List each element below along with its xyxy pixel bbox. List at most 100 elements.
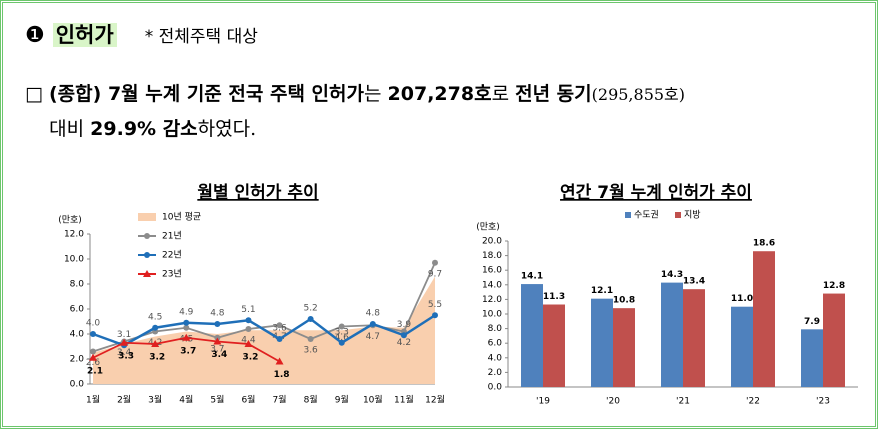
marker	[213, 337, 222, 345]
y-tick-label: 8.0	[488, 324, 503, 334]
x-tick-label: 6월	[241, 394, 255, 406]
marker	[183, 324, 190, 331]
data-label: 3.4	[117, 348, 132, 358]
text: 로	[491, 83, 516, 105]
data-label: 3.4	[211, 350, 227, 360]
data-label: 3.9	[397, 320, 412, 330]
legend-label: 수도권	[634, 209, 659, 221]
data-label: 4.8	[210, 309, 225, 319]
data-label: 4.6	[335, 333, 350, 343]
marker	[120, 338, 129, 346]
data-label: 9.7	[428, 269, 442, 279]
legend-swatch	[675, 212, 681, 218]
y-tick-label: 10.0	[482, 310, 502, 320]
text: 29.9% 감소	[90, 118, 198, 140]
marker	[214, 321, 221, 327]
x-tick-label: 4월	[179, 394, 193, 406]
data-label: 5.5	[428, 300, 442, 310]
text: 는	[364, 83, 388, 105]
charts: 월별 인허가 추이(만호)0.02.04.06.08.010.012.01월 2월…	[58, 183, 858, 407]
marker	[182, 333, 191, 341]
data-label: 10.8	[613, 296, 635, 306]
data-label: 3.2	[242, 353, 258, 363]
bar	[661, 282, 683, 387]
legend-swatch	[625, 212, 631, 218]
x-tick-label: 11월	[394, 394, 414, 406]
x-tick-label: 8월	[304, 394, 318, 406]
y-tick-label: 20.0	[482, 237, 502, 247]
marker	[245, 317, 252, 324]
data-label: 2.6	[86, 358, 101, 368]
y-tick-label: 6.0	[488, 339, 503, 349]
data-label: 5.2	[303, 304, 317, 314]
header-title: 인허가	[52, 23, 117, 47]
data-label: 18.6	[753, 239, 775, 249]
data-label: 12.1	[591, 286, 613, 296]
data-label: 11.3	[543, 292, 565, 302]
data-label: 3.3	[335, 327, 349, 337]
data-label: 3.2	[149, 353, 165, 363]
bar	[753, 251, 775, 387]
marker	[432, 312, 438, 319]
data-label: 4.2	[397, 338, 411, 348]
marker	[276, 336, 283, 342]
data-label: 4.0	[86, 319, 101, 329]
x-tick-label: 10월	[363, 394, 383, 406]
bar	[683, 289, 705, 387]
x-tick-label: 3월	[148, 394, 162, 406]
legend-swatch	[138, 213, 156, 221]
bullet: □	[25, 83, 43, 105]
data-label: 3.7	[210, 344, 224, 354]
bar	[543, 304, 565, 387]
y-tick-label: 4.0	[488, 353, 503, 363]
text: 전년 동기	[515, 83, 592, 105]
data-label: 2.1	[87, 366, 103, 376]
y-tick-label: 0.0	[488, 383, 503, 393]
y-tick-label: 8.0	[70, 280, 85, 290]
data-label: 4.5	[148, 312, 162, 322]
legend-label: 22년	[162, 250, 182, 261]
x-tick-label: '22	[746, 397, 760, 407]
text: (종합) 7월 누계 기준 전국 주택 인허가	[49, 83, 364, 105]
y-tick-label: 4.0	[70, 330, 85, 340]
bar	[823, 293, 845, 387]
marker	[275, 357, 284, 365]
text: 207,278호	[387, 83, 492, 105]
marker	[400, 332, 407, 339]
y-tick-label: 14.0	[482, 280, 502, 290]
text: 하였다.	[197, 118, 257, 140]
marker	[89, 353, 97, 361]
bar	[731, 306, 753, 387]
marker	[245, 326, 252, 332]
y-tick-label: 2.0	[488, 368, 503, 378]
x-tick-label: 1월	[86, 394, 100, 406]
data-label: 3.6	[272, 324, 287, 334]
chart-title: 월별 인허가 추이	[197, 183, 318, 203]
header: ❶ 인허가 * 전체주택 대상	[25, 19, 258, 49]
y-tick-label: 10.0	[64, 255, 84, 265]
x-tick-label: '19	[536, 397, 550, 407]
data-label: 1.8	[274, 370, 290, 380]
y-axis-label: (만호)	[58, 215, 82, 226]
y-tick-label: 2.0	[70, 355, 85, 365]
marker	[369, 321, 376, 327]
x-tick-label: 2월	[117, 394, 131, 406]
marker	[338, 339, 345, 346]
x-tick-label: '23	[816, 397, 830, 407]
bar	[613, 308, 635, 387]
legend-label: 23년	[162, 269, 182, 280]
x-tick-label: 12월	[425, 394, 445, 406]
line	[92, 314, 436, 347]
data-label: 7.9	[804, 317, 820, 327]
marker	[144, 252, 150, 258]
bar	[801, 329, 823, 387]
x-tick-label: '21	[676, 397, 690, 407]
paragraph: □ (종합) 7월 누계 기준 전국 주택 인허가는 207,278호로 전년 …	[25, 77, 685, 146]
x-tick-label: '20	[606, 397, 620, 407]
marker	[152, 324, 159, 331]
marker	[432, 259, 438, 266]
legend-label: 10년 평균	[162, 212, 201, 223]
data-label: 12.8	[823, 281, 845, 291]
marker	[143, 270, 151, 277]
